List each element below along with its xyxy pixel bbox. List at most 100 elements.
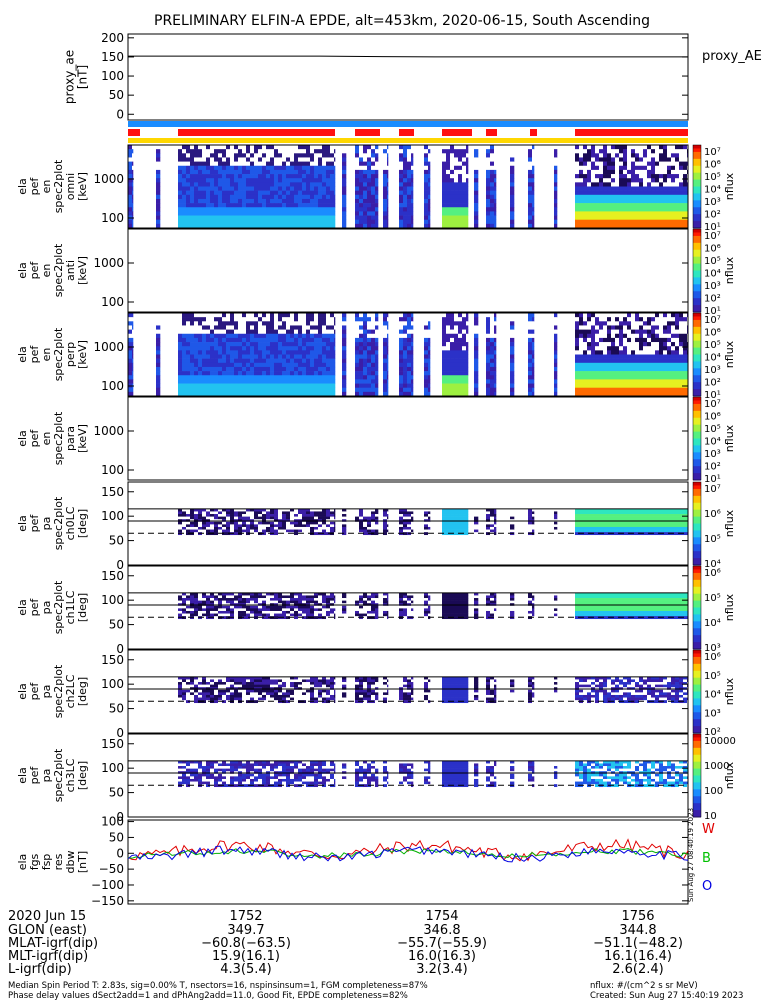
spectrogram-cell bbox=[178, 391, 183, 396]
pitch-angle-cell bbox=[450, 511, 455, 515]
spectrogram-cell bbox=[619, 391, 624, 396]
spectrogram-cell bbox=[186, 174, 191, 179]
spectrogram-cell bbox=[198, 346, 203, 351]
spectrogram-cell bbox=[651, 169, 656, 175]
spectrogram-cell bbox=[411, 313, 414, 318]
spectrogram-cell bbox=[454, 313, 459, 318]
spectrogram-cell bbox=[528, 157, 533, 162]
spectrogram-cell bbox=[528, 203, 533, 208]
spectrogram-cell bbox=[214, 157, 219, 162]
spectrogram-cell bbox=[282, 375, 287, 380]
spectrogram-cell bbox=[659, 190, 664, 196]
pitch-angle-cell bbox=[383, 516, 388, 520]
pitch-angle-cell bbox=[575, 532, 580, 536]
spectrogram-cell bbox=[462, 383, 467, 388]
spectrogram-cell bbox=[246, 346, 251, 351]
spectrogram-cell bbox=[587, 362, 592, 368]
spectrogram-cell bbox=[262, 190, 267, 196]
spectrogram-cell bbox=[399, 313, 404, 318]
spectrogram-cell bbox=[266, 145, 271, 150]
spectrogram-cell bbox=[407, 342, 412, 347]
spectrogram-cell bbox=[428, 165, 431, 171]
spectrogram-cell bbox=[298, 342, 303, 347]
spectrogram-cell bbox=[675, 190, 680, 196]
pitch-angle-cell bbox=[363, 508, 368, 512]
spectrogram-cell bbox=[403, 325, 408, 330]
spectrogram-cell bbox=[667, 358, 672, 364]
spectrogram-cell bbox=[355, 346, 360, 351]
spectrogram-cell bbox=[599, 371, 604, 376]
spectrogram-cell bbox=[322, 329, 327, 335]
pitch-angle-cell bbox=[375, 516, 379, 520]
spectrogram-cell bbox=[250, 329, 255, 335]
spectrogram-cell bbox=[671, 387, 676, 393]
colorbar-cell bbox=[693, 242, 701, 247]
spectrogram-cell bbox=[424, 207, 429, 212]
spectrogram-cell bbox=[663, 219, 668, 225]
spectrogram-cell bbox=[310, 145, 315, 150]
spectrogram-cell bbox=[458, 317, 463, 322]
spectrogram-cell bbox=[643, 145, 648, 150]
spectrogram-cell bbox=[639, 145, 644, 150]
spectrogram-cell bbox=[262, 333, 267, 339]
spectrogram-cell bbox=[399, 198, 404, 204]
spectrogram-cell bbox=[659, 161, 664, 167]
spectrogram-cell bbox=[254, 379, 259, 384]
spectrogram-cell bbox=[367, 178, 372, 183]
spectrogram-cell bbox=[583, 387, 588, 393]
spectrogram-cell bbox=[591, 342, 596, 347]
spectrogram-cell bbox=[583, 157, 588, 162]
spectrogram-cell bbox=[318, 186, 323, 191]
spectrogram-cell bbox=[675, 149, 680, 154]
spectrogram-cell bbox=[266, 375, 271, 380]
spectrogram-cell bbox=[450, 321, 455, 326]
spectrogram-cell bbox=[330, 313, 335, 318]
spectrogram-cell bbox=[266, 337, 271, 343]
spectrogram-cell bbox=[302, 186, 307, 191]
spectrogram-cell bbox=[214, 145, 219, 150]
spectrogram-cell bbox=[322, 215, 327, 220]
spectrogram-cell bbox=[298, 379, 303, 384]
pitch-angle-cell bbox=[262, 529, 267, 533]
spectrogram-cell bbox=[302, 182, 307, 187]
pitch-angle-cell bbox=[490, 524, 495, 528]
spectrogram-cell bbox=[250, 145, 255, 150]
spectrogram-cell bbox=[314, 383, 319, 388]
pitch-angle-cell bbox=[306, 529, 311, 533]
pitch-angle-cell bbox=[314, 526, 319, 530]
spectrogram-cell bbox=[198, 362, 203, 368]
spectrogram-cell bbox=[258, 375, 263, 380]
spectrogram-cell bbox=[599, 153, 604, 158]
spectrogram-cell bbox=[226, 145, 231, 150]
spectrogram-cell bbox=[375, 317, 379, 322]
spectrogram-cell bbox=[446, 366, 451, 372]
status-segment bbox=[486, 129, 497, 136]
spectrogram-cell bbox=[194, 211, 199, 216]
spectrogram-cell bbox=[190, 149, 195, 154]
spectrogram-cell bbox=[411, 375, 414, 380]
spectrogram-cell bbox=[274, 161, 279, 167]
spectrogram-cell bbox=[202, 178, 207, 183]
pitch-angle-cell bbox=[278, 521, 283, 525]
spectrogram-cell bbox=[591, 207, 596, 212]
spectrogram-cell bbox=[428, 178, 431, 183]
colorbar-cell bbox=[693, 410, 701, 415]
colorbar-cell bbox=[693, 169, 701, 174]
spectrogram-cell bbox=[334, 169, 336, 175]
spectrogram-cell bbox=[474, 350, 479, 355]
spectrogram-cell bbox=[619, 371, 624, 376]
spectrogram-cell bbox=[462, 329, 467, 335]
spectrogram-cell bbox=[671, 223, 676, 228]
spectrogram-cell bbox=[242, 157, 247, 162]
spectrogram-cell bbox=[528, 391, 533, 396]
colorbar-cell bbox=[693, 224, 701, 229]
spectrogram-cell bbox=[342, 358, 347, 364]
spectrogram-cell bbox=[442, 219, 447, 225]
pitch-angle-cell bbox=[254, 524, 259, 528]
colorbar-cell bbox=[693, 455, 701, 460]
spectrogram-cell bbox=[490, 178, 495, 183]
spectrogram-cell bbox=[490, 342, 495, 347]
spectrogram-cell bbox=[318, 342, 323, 347]
spectrogram-cell bbox=[603, 342, 608, 347]
